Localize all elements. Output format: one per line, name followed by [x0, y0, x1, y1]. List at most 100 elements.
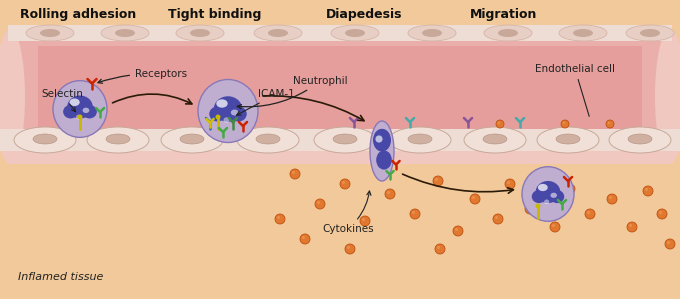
Circle shape	[302, 236, 305, 239]
Ellipse shape	[551, 193, 557, 198]
Circle shape	[659, 211, 662, 214]
Ellipse shape	[82, 105, 97, 118]
Ellipse shape	[370, 121, 394, 181]
Ellipse shape	[559, 25, 607, 41]
Circle shape	[433, 176, 443, 186]
Ellipse shape	[254, 25, 302, 41]
Ellipse shape	[0, 29, 25, 164]
Ellipse shape	[176, 25, 224, 41]
Circle shape	[453, 226, 463, 236]
Ellipse shape	[628, 134, 652, 144]
Bar	[13, 41, 667, 151]
Text: Selectin: Selectin	[41, 89, 83, 112]
Ellipse shape	[190, 29, 210, 37]
Circle shape	[495, 216, 498, 219]
Ellipse shape	[63, 105, 78, 118]
Circle shape	[567, 186, 570, 189]
Bar	[0, 129, 680, 151]
Ellipse shape	[609, 127, 671, 153]
Ellipse shape	[14, 127, 76, 153]
Circle shape	[527, 206, 530, 209]
Circle shape	[608, 122, 610, 124]
Circle shape	[536, 204, 541, 208]
Ellipse shape	[345, 29, 365, 37]
Circle shape	[78, 115, 82, 120]
Circle shape	[585, 209, 595, 219]
Ellipse shape	[256, 134, 280, 144]
Circle shape	[496, 120, 504, 128]
Ellipse shape	[389, 127, 451, 153]
Circle shape	[645, 188, 648, 191]
Ellipse shape	[483, 134, 507, 144]
Ellipse shape	[53, 81, 107, 137]
Circle shape	[347, 246, 350, 249]
Text: Tight binding: Tight binding	[167, 8, 261, 21]
Circle shape	[300, 234, 310, 244]
Circle shape	[412, 211, 415, 214]
Ellipse shape	[214, 96, 242, 122]
Circle shape	[216, 115, 220, 120]
Ellipse shape	[216, 99, 228, 108]
Bar	[8, 29, 672, 164]
Circle shape	[507, 181, 510, 184]
Circle shape	[607, 194, 617, 204]
Circle shape	[505, 179, 515, 189]
Ellipse shape	[231, 106, 247, 121]
Ellipse shape	[331, 25, 379, 41]
Ellipse shape	[106, 134, 130, 144]
Ellipse shape	[231, 109, 239, 115]
Bar	[8, 25, 672, 41]
Circle shape	[317, 201, 320, 204]
Ellipse shape	[376, 150, 392, 170]
Ellipse shape	[537, 127, 599, 153]
Ellipse shape	[76, 115, 82, 120]
Circle shape	[290, 169, 300, 179]
Ellipse shape	[422, 29, 442, 37]
Circle shape	[292, 171, 295, 174]
Ellipse shape	[314, 127, 376, 153]
Circle shape	[360, 216, 370, 226]
Ellipse shape	[237, 127, 299, 153]
Circle shape	[277, 216, 280, 219]
Circle shape	[493, 214, 503, 224]
Ellipse shape	[33, 134, 57, 144]
Text: Neutrophil: Neutrophil	[237, 76, 347, 109]
Ellipse shape	[375, 135, 383, 143]
Circle shape	[362, 218, 365, 221]
Circle shape	[606, 120, 614, 128]
Ellipse shape	[69, 98, 80, 106]
Ellipse shape	[87, 127, 149, 153]
Ellipse shape	[333, 134, 357, 144]
Ellipse shape	[538, 184, 548, 191]
Ellipse shape	[408, 25, 456, 41]
Ellipse shape	[373, 129, 391, 152]
Ellipse shape	[522, 167, 574, 221]
Circle shape	[667, 241, 670, 244]
Ellipse shape	[268, 29, 288, 37]
Text: Migration: Migration	[469, 8, 537, 21]
Ellipse shape	[408, 134, 432, 144]
Circle shape	[342, 181, 345, 184]
Ellipse shape	[640, 29, 660, 37]
Circle shape	[435, 244, 445, 254]
Circle shape	[275, 214, 285, 224]
Circle shape	[472, 196, 475, 199]
Ellipse shape	[224, 117, 230, 123]
Bar	[38, 46, 642, 146]
Ellipse shape	[67, 95, 93, 118]
Ellipse shape	[464, 127, 526, 153]
Circle shape	[387, 191, 390, 194]
Circle shape	[455, 228, 458, 231]
Ellipse shape	[532, 190, 546, 203]
Circle shape	[629, 224, 632, 227]
Text: Endothelial cell: Endothelial cell	[535, 64, 615, 116]
Ellipse shape	[550, 190, 564, 203]
Circle shape	[562, 122, 565, 124]
Ellipse shape	[161, 127, 223, 153]
Text: Rolling adhesion: Rolling adhesion	[20, 8, 136, 21]
Circle shape	[410, 209, 420, 219]
Circle shape	[498, 122, 500, 124]
Ellipse shape	[484, 25, 532, 41]
Circle shape	[470, 194, 480, 204]
Circle shape	[437, 246, 440, 249]
